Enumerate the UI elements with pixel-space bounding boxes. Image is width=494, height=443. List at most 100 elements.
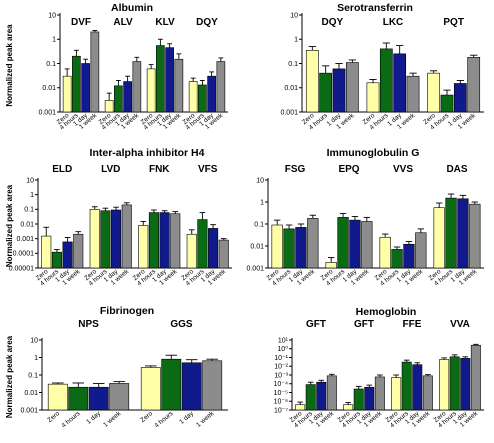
bar-dqy-1-week xyxy=(345,62,359,113)
x-tick-label: Zero xyxy=(46,410,61,424)
panel-fibrinogen: Fibrinogen Normalized peak area 0.001 0.01 0… xyxy=(5,305,228,429)
bar-dqy-1-day xyxy=(332,68,346,113)
y-tick-label: 0.001 xyxy=(38,109,56,116)
bar-fsg-1-day xyxy=(295,227,307,269)
bar-vfs-Zero xyxy=(186,233,197,269)
bar-gft-Zero xyxy=(295,404,306,411)
peptide-label: DQY xyxy=(196,17,218,28)
bar-fsg-4-hours xyxy=(283,228,295,269)
bar-vvs-1-day xyxy=(403,243,415,269)
bar-dvf-1-day xyxy=(81,63,90,113)
bar-ffe-1-day xyxy=(412,364,423,411)
y-axis-label: Normalized peak area xyxy=(5,24,14,107)
peptide-label: ALV xyxy=(113,17,133,28)
bar-lvd-1-week xyxy=(121,204,132,269)
bar-nps-Zero xyxy=(47,383,68,411)
bar-fnk-Zero xyxy=(138,225,149,269)
bar-vvs-4-hours xyxy=(391,249,403,269)
peptide-label: KLV xyxy=(155,17,175,28)
bar-das-1-day xyxy=(457,198,469,269)
y-tick-label: 10⁻⁴ xyxy=(274,381,289,388)
y-tick-label: 0.01 xyxy=(284,85,298,92)
bar-gft-1-day xyxy=(364,386,375,411)
y-tick-label: 10 xyxy=(290,12,298,19)
y-tick-label: 0.1 xyxy=(46,61,56,68)
y-tick-label: 10⁻¹ xyxy=(274,355,288,362)
peptide-label: FFE xyxy=(403,319,422,330)
bar-lkc-Zero xyxy=(366,82,380,113)
peptide-label: LKC xyxy=(383,17,404,28)
bar-dqy-Zero xyxy=(305,50,319,113)
bar-gft-4-hours xyxy=(305,384,316,411)
peptide-label: DVF xyxy=(71,17,91,28)
x-tick-label: Zero xyxy=(139,410,154,424)
bar-eld-4-hours xyxy=(51,251,62,269)
y-tick-label: 10¹ xyxy=(278,337,289,344)
bar-ggs-1-week xyxy=(202,360,223,411)
y-axis-label: Normalized peak area xyxy=(5,184,14,267)
bar-vfs-1-week xyxy=(218,239,229,269)
bar-alv-Zero xyxy=(104,100,114,113)
bar-das-4-hours xyxy=(445,197,457,269)
peptide-label: PQT xyxy=(443,17,464,28)
bar-gft-Zero xyxy=(343,404,354,411)
bar-klv-4-hours xyxy=(156,45,165,113)
bar-ggs-Zero xyxy=(140,367,161,411)
peptide-label: DAS xyxy=(446,164,467,175)
y-tick-label: 0.01 xyxy=(24,390,38,397)
bar-nps-4-hours xyxy=(68,386,89,411)
bar-dqy-1-week xyxy=(216,61,226,113)
bar-vfs-1-day xyxy=(208,228,219,269)
peptide-label: FSG xyxy=(285,164,306,175)
bar-epq-Zero xyxy=(325,262,337,269)
y-tick-label: 0.1 xyxy=(254,221,264,228)
y-tick-label: 10⁻⁷ xyxy=(274,407,288,414)
peptide-label: GGS xyxy=(170,319,193,330)
y-tick-label: 0.1 xyxy=(28,372,38,379)
y-tick-label: 0.1 xyxy=(24,207,34,214)
peptide-label: FNK xyxy=(149,164,170,175)
y-tick-label: 10 xyxy=(30,337,38,344)
x-tick-label: 4 hours xyxy=(60,410,82,430)
bar-ffe-4-hours xyxy=(401,361,412,411)
y-tick-label: 10 xyxy=(48,12,56,19)
bar-vfs-4-hours xyxy=(197,219,208,269)
y-axis-label: Normalized peak area xyxy=(5,335,14,418)
bar-vvs-1-week xyxy=(415,232,427,269)
bar-gft-1-week xyxy=(326,375,337,411)
peptide-label: VVA xyxy=(450,319,470,330)
y-tick-label: 1 xyxy=(30,192,34,199)
bar-alv-4-hours xyxy=(114,85,123,113)
peptide-label: GFT xyxy=(306,319,326,330)
bar-fnk-1-day xyxy=(159,212,170,269)
bar-ffe-1-week xyxy=(422,375,433,411)
bar-lvd-4-hours xyxy=(100,210,111,269)
bar-vva-1-day xyxy=(460,358,471,411)
x-tick-label: 1 week xyxy=(195,410,216,429)
peptide-label: DQY xyxy=(321,17,343,28)
bar-dvf-Zero xyxy=(62,75,72,113)
panel-hemoglobin: Hemoglobin 10⁻⁷10⁻⁶ 10⁻⁵ 10⁻⁴ 10⁻³10⁻² 10⁻¹ 10… xyxy=(274,306,484,429)
bar-lkc-1-day xyxy=(393,53,407,113)
bar-gft-4-hours xyxy=(353,388,364,411)
panel-inter-alpha-inhibitor-h4: Inter-alpha inhibitor H4 Normalized peak … xyxy=(5,147,232,287)
bar-lvd-1-day xyxy=(111,209,122,269)
y-tick-label: 10⁻⁵ xyxy=(274,390,288,397)
bar-dqy-1-day xyxy=(207,75,216,113)
bar-dqy-4-hours xyxy=(198,84,207,113)
bar-nps-1-day xyxy=(88,386,109,411)
panel-title: Hemoglobin xyxy=(356,306,417,318)
y-tick-label: 10 xyxy=(256,177,264,184)
bar-epq-1-week xyxy=(361,221,373,269)
bar-pqt-1-day xyxy=(453,83,467,113)
peptide-label: VVS xyxy=(393,164,413,175)
bar-vvs-Zero xyxy=(379,236,391,269)
y-tick-label: 10⁻⁶ xyxy=(274,399,288,406)
bar-eld-1-week xyxy=(73,233,84,269)
y-tick-label: 0.00001 xyxy=(9,265,34,272)
peptide-label: VFS xyxy=(198,164,218,175)
peptide-label: GFT xyxy=(354,319,374,330)
bar-alv-1-week xyxy=(132,61,142,113)
y-tick-label: 0.0001 xyxy=(13,251,35,258)
